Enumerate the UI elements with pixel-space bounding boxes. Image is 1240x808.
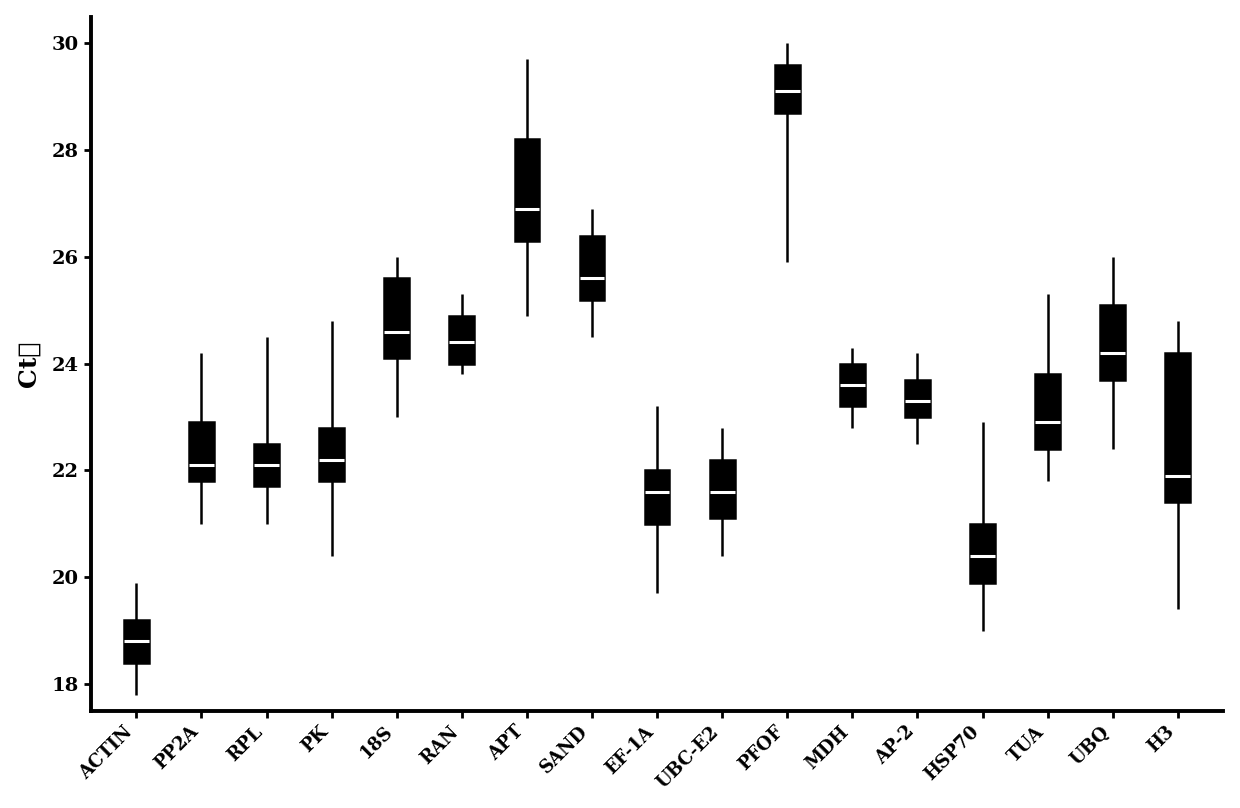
PathPatch shape — [579, 236, 604, 300]
PathPatch shape — [1035, 374, 1060, 449]
Y-axis label: Ct值: Ct值 — [16, 340, 41, 387]
PathPatch shape — [319, 427, 343, 481]
PathPatch shape — [384, 278, 409, 358]
PathPatch shape — [709, 460, 734, 519]
PathPatch shape — [190, 423, 213, 481]
PathPatch shape — [1100, 305, 1125, 380]
PathPatch shape — [1166, 353, 1190, 503]
PathPatch shape — [645, 470, 670, 524]
PathPatch shape — [515, 140, 539, 241]
PathPatch shape — [839, 364, 864, 406]
PathPatch shape — [775, 65, 800, 113]
PathPatch shape — [970, 524, 994, 583]
PathPatch shape — [124, 620, 149, 663]
PathPatch shape — [905, 380, 930, 417]
PathPatch shape — [254, 444, 279, 486]
PathPatch shape — [449, 316, 474, 364]
